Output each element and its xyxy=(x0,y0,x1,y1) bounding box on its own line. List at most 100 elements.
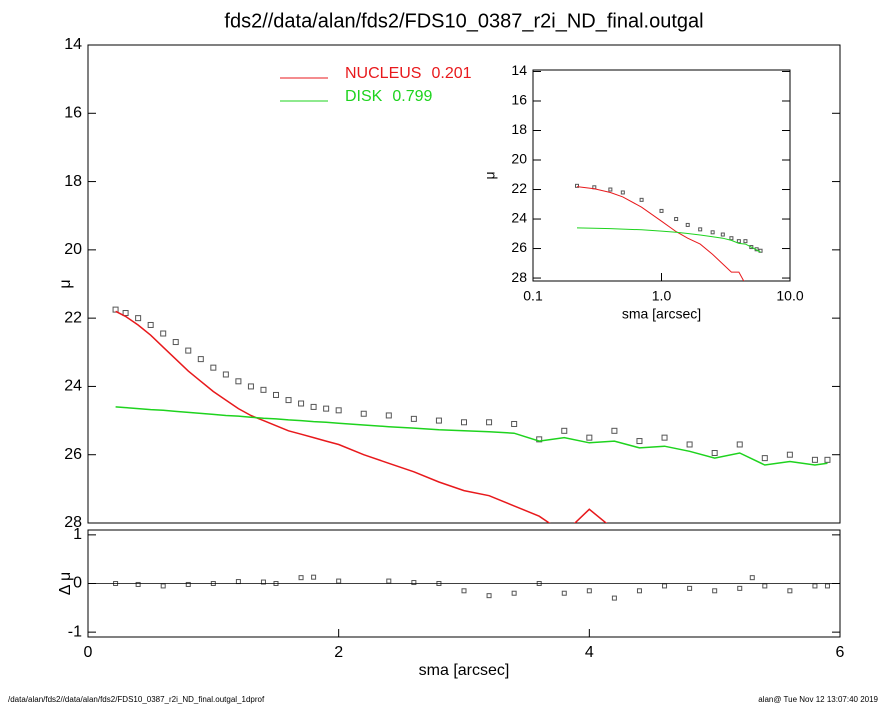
data-point xyxy=(749,245,754,250)
data-point xyxy=(461,588,467,594)
data-point xyxy=(743,239,748,244)
data-point xyxy=(273,391,279,398)
y-tick-label: 18 xyxy=(511,121,527,137)
footer-right: alan@ Tue Nov 12 13:07:40 2019 xyxy=(758,695,878,704)
data-point xyxy=(762,583,768,589)
y-tick-label: 14 xyxy=(511,62,527,78)
data-point xyxy=(787,588,793,594)
data-point xyxy=(575,183,580,188)
data-point xyxy=(410,415,417,422)
data-point xyxy=(323,405,330,412)
data-point xyxy=(210,364,217,371)
data-point xyxy=(786,451,793,458)
data-point xyxy=(685,222,690,227)
x-tick-label: 0.1 xyxy=(523,288,543,304)
data-point xyxy=(720,232,725,237)
data-point xyxy=(611,595,617,601)
y-tick-label: -1 xyxy=(68,623,82,640)
data-point xyxy=(160,583,166,589)
y-tick-label: 1 xyxy=(73,526,82,543)
x-tick-label: 10.0 xyxy=(776,288,803,304)
legend-label: NUCLEUS xyxy=(345,65,421,82)
data-point xyxy=(235,378,242,385)
y-tick-label: 24 xyxy=(511,210,527,226)
data-point xyxy=(812,583,818,589)
y-tick-label: 28 xyxy=(511,269,527,285)
data-point xyxy=(122,310,129,317)
data-point xyxy=(824,456,831,463)
series-line xyxy=(576,227,761,253)
plot-area xyxy=(575,183,763,281)
y-tick-label: 0 xyxy=(73,575,82,592)
x-tick-label: 4 xyxy=(585,644,594,661)
y-axis-label: μ xyxy=(57,279,74,288)
y-tick-label: 22 xyxy=(511,180,527,196)
data-point xyxy=(260,579,266,585)
data-point xyxy=(686,441,693,448)
data-point xyxy=(285,397,292,404)
data-point xyxy=(711,450,718,457)
y-tick-label: 14 xyxy=(64,36,82,53)
x-axis-label: sma [arcsec] xyxy=(419,662,510,679)
data-point xyxy=(736,441,743,448)
data-point xyxy=(761,455,768,462)
data-point xyxy=(411,580,417,586)
data-point xyxy=(185,581,191,587)
data-point xyxy=(698,227,703,232)
data-point xyxy=(147,321,154,328)
data-point xyxy=(737,585,743,591)
plot-frame xyxy=(532,69,791,282)
data-point xyxy=(385,412,392,419)
data-point xyxy=(197,356,204,363)
data-point xyxy=(298,400,305,407)
data-point xyxy=(736,239,741,244)
data-point xyxy=(659,208,664,213)
data-point xyxy=(561,590,567,596)
data-point xyxy=(586,588,592,594)
y-tick-label: 22 xyxy=(64,309,82,326)
data-point xyxy=(135,315,142,322)
chart-title: fds2//data/alan/fds2/FDS10_0387_r2i_ND_f… xyxy=(224,10,703,32)
data-point xyxy=(712,588,718,594)
x-axis-label: sma [arcsec] xyxy=(622,306,701,322)
data-point xyxy=(336,578,342,584)
legend-fraction: 0.799 xyxy=(392,88,432,105)
data-point xyxy=(811,456,818,463)
data-point xyxy=(311,574,317,580)
data-point xyxy=(687,585,693,591)
y-tick-label: 26 xyxy=(64,446,82,463)
data-point xyxy=(386,578,392,584)
data-point xyxy=(486,593,492,599)
data-point xyxy=(298,575,304,581)
data-point xyxy=(729,236,734,241)
data-point xyxy=(586,434,593,441)
data-point xyxy=(561,427,568,434)
data-point xyxy=(674,217,679,222)
y-tick-label: 16 xyxy=(511,92,527,108)
legend-label: DISK xyxy=(345,88,383,105)
data-point xyxy=(749,575,755,581)
y-tick-label: 20 xyxy=(511,151,527,167)
data-point xyxy=(661,434,668,441)
data-point xyxy=(260,386,267,393)
data-point xyxy=(636,588,642,594)
plot-area xyxy=(112,306,831,523)
data-point xyxy=(172,339,179,346)
data-point xyxy=(435,417,442,424)
series-line xyxy=(115,310,608,523)
series-line xyxy=(115,406,828,466)
y-tick-label: 26 xyxy=(511,239,527,255)
data-point xyxy=(185,347,192,354)
data-point xyxy=(710,230,715,235)
data-point xyxy=(639,197,644,202)
data-point xyxy=(608,187,613,192)
footer-left: /data/alan/fds2//data/alan/fds2/FDS10_03… xyxy=(8,695,265,704)
x-tick-label: 1.0 xyxy=(652,288,672,304)
data-point xyxy=(486,419,493,426)
data-point xyxy=(511,590,517,596)
x-tick-label: 0 xyxy=(84,644,93,661)
data-point xyxy=(160,330,167,337)
x-tick-label: 6 xyxy=(836,644,845,661)
data-point xyxy=(662,583,668,589)
